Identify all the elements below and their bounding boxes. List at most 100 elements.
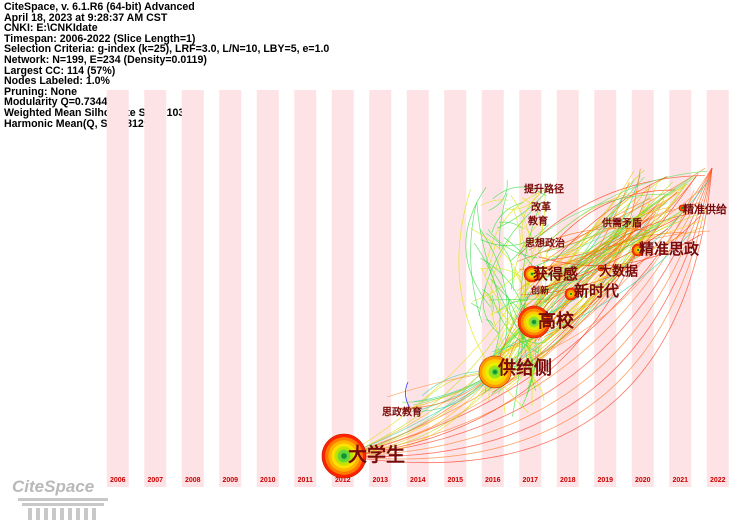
year-label-2006: 2006	[110, 477, 126, 484]
year-stripe-2008	[181, 90, 204, 487]
node-core	[532, 320, 536, 324]
network-link	[470, 201, 483, 323]
node-label-1: 大学生	[348, 443, 405, 466]
network-link	[499, 192, 508, 250]
network-link	[504, 194, 539, 210]
node-4[interactable]	[523, 265, 541, 283]
logo-building-icon	[18, 498, 108, 520]
network-link	[520, 330, 537, 409]
node-2[interactable]	[478, 355, 512, 389]
network-link	[521, 193, 541, 255]
network-link	[343, 167, 713, 457]
network-link	[483, 291, 535, 361]
network-link	[343, 167, 713, 464]
node-label-7: 精准思政	[639, 240, 700, 258]
network-link	[482, 228, 628, 361]
node-5[interactable]	[564, 287, 578, 301]
year-axis-labels: 2006 2007 2008 2009 2010 2011 2012 2013 2014 2015…	[110, 477, 726, 484]
network-link	[458, 189, 529, 413]
network-link	[485, 232, 514, 290]
network-link	[544, 192, 678, 330]
year-label-2017: 2017	[522, 477, 538, 484]
year-label-2011: 2011	[298, 477, 313, 484]
network-link	[546, 208, 655, 332]
node-label-5: 新时代	[574, 282, 619, 300]
node-label-13: 思想政治	[525, 237, 565, 250]
network-link	[343, 167, 713, 458]
node-core	[599, 266, 603, 270]
year-stripe-2015	[444, 90, 467, 487]
network-link	[520, 201, 542, 391]
logo-text: CiteSpace	[12, 477, 94, 496]
network-link	[496, 192, 546, 229]
year-stripe-2010	[256, 90, 279, 487]
network-link	[482, 289, 494, 312]
network-link	[491, 338, 520, 395]
network-link	[343, 273, 533, 457]
year-label-2009: 2009	[222, 477, 238, 484]
network-link	[537, 198, 665, 333]
year-stripe-2018	[556, 90, 579, 487]
node-core	[530, 272, 534, 276]
year-label-2020: 2020	[635, 477, 651, 484]
network-link	[539, 228, 668, 289]
node-label-15: 供需矛盾	[601, 217, 642, 230]
year-stripe-2017	[519, 90, 542, 487]
network-link	[495, 194, 666, 385]
network-link	[544, 196, 651, 252]
node-label-11: 改革	[531, 201, 551, 214]
info-line: Weighted Mean Silhouette S=0.9103	[4, 106, 185, 119]
network-link	[470, 302, 481, 309]
node-label-8: 精准供给	[683, 202, 727, 216]
network-link	[538, 179, 635, 266]
co-occurrence-links	[343, 167, 713, 464]
year-label-2018: 2018	[560, 477, 576, 484]
year-label-2010: 2010	[260, 477, 276, 484]
year-label-2021: 2021	[672, 477, 688, 484]
info-line: Harmonic Mean(Q, S)=0.8129	[4, 117, 150, 130]
network-link	[487, 229, 538, 259]
citespace-logo: CiteSpace	[12, 477, 108, 520]
keyword-nodes	[321, 204, 686, 479]
network-link	[543, 176, 645, 327]
network-link	[510, 242, 527, 262]
node-8[interactable]	[678, 204, 686, 212]
network-link	[491, 226, 704, 371]
network-link	[343, 371, 496, 457]
node-7[interactable]	[631, 243, 645, 257]
network-link	[502, 269, 539, 414]
node-core	[569, 292, 573, 296]
info-line: Selection Criteria: g-index (k=25), LRF=…	[4, 43, 330, 56]
network-link	[520, 215, 701, 296]
network-link	[482, 284, 500, 335]
node-6[interactable]	[597, 264, 605, 272]
network-link	[491, 295, 539, 354]
info-line: Pruning: None	[4, 85, 77, 98]
network-link	[521, 193, 670, 252]
node-core	[636, 248, 640, 252]
network-link	[531, 170, 708, 261]
year-label-2015: 2015	[447, 477, 463, 484]
network-link	[496, 175, 694, 356]
network-link	[480, 267, 539, 299]
network-link	[343, 321, 535, 457]
year-label-2012: 2012	[335, 477, 351, 484]
node-3[interactable]	[517, 305, 551, 339]
network-link	[492, 232, 692, 352]
network-link	[499, 221, 524, 230]
year-stripe-2006	[106, 90, 129, 487]
node-label-9: 思政教育	[382, 406, 422, 419]
network-link	[544, 191, 680, 253]
network-link	[504, 225, 641, 371]
network-link	[465, 186, 492, 308]
node-core	[341, 453, 347, 459]
network-link	[484, 243, 496, 276]
info-line: April 18, 2023 at 9:28:37 AM CST	[4, 11, 168, 24]
node-1[interactable]	[321, 433, 367, 479]
network-link	[536, 264, 544, 277]
network-link	[524, 224, 661, 299]
node-label-6: 大数据	[599, 264, 638, 280]
network-link	[485, 319, 494, 326]
